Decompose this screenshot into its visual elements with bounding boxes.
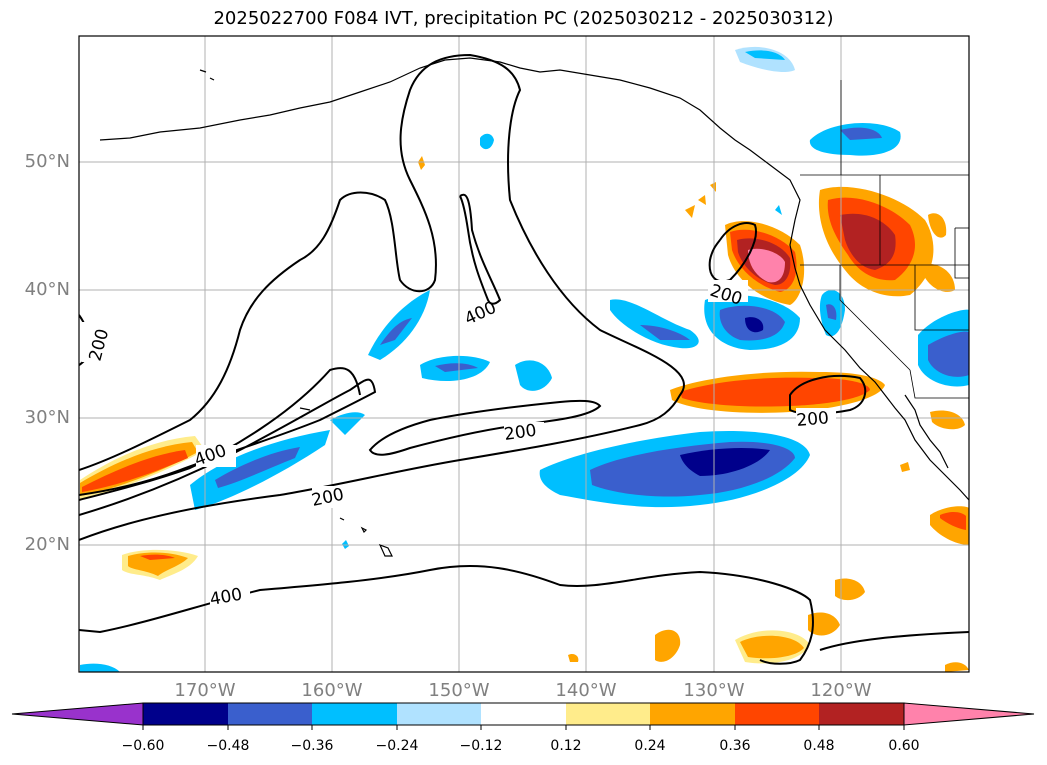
lon-label-170w: 170°W xyxy=(174,680,236,701)
contour-label: 200 xyxy=(503,421,538,445)
lat-label-30n: 30°N xyxy=(24,407,70,428)
colorbar-tick: 0.60 xyxy=(888,738,920,754)
precip-shading xyxy=(80,46,969,672)
map-frame xyxy=(78,35,970,673)
state-borders xyxy=(800,80,969,399)
lat-label-40n: 40°N xyxy=(24,279,70,300)
colorbar xyxy=(11,702,1035,730)
colorbar-tick: −0.48 xyxy=(206,738,250,754)
contour-labels: 200 400 200 400 200 400 200 200 xyxy=(82,280,836,610)
lon-label-150w: 150°W xyxy=(428,680,490,701)
colorbar-tick: −0.12 xyxy=(459,738,503,754)
colorbar-tick: −0.36 xyxy=(290,738,334,754)
lat-label-20n: 20°N xyxy=(24,534,70,555)
colorbar-tick: 0.48 xyxy=(803,738,835,754)
map-title: 2025022700 F084 IVT, precipitation PC (2… xyxy=(213,8,834,29)
colorbar-tick: 0.24 xyxy=(634,738,666,754)
colorbar-tick: −0.24 xyxy=(375,738,419,754)
colorbar-tick: 0.36 xyxy=(719,738,751,754)
colorbar-tick: 0.12 xyxy=(550,738,582,754)
colorbar-tick: −0.60 xyxy=(121,738,165,754)
lon-label-140w: 140°W xyxy=(555,680,617,701)
coastlines xyxy=(99,57,969,557)
lon-label-120w: 120°W xyxy=(810,680,872,701)
contour-label: 200 xyxy=(796,408,830,431)
lon-label-160w: 160°W xyxy=(301,680,363,701)
lat-label-50n: 50°N xyxy=(24,151,70,172)
lon-label-130w: 130°W xyxy=(683,680,745,701)
